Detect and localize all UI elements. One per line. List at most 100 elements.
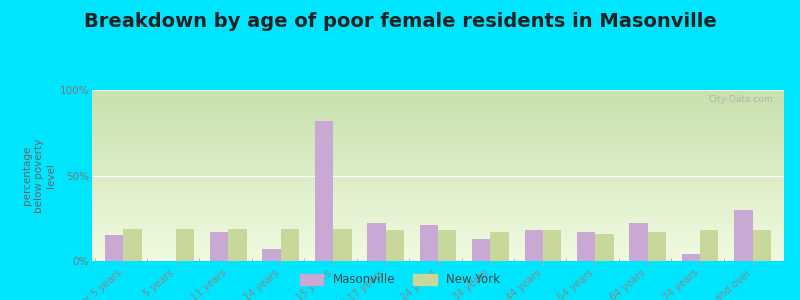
Bar [92,152,784,153]
Bar [92,234,784,235]
Bar [92,166,784,167]
Bar [92,99,784,100]
Bar [92,161,784,162]
Bar [92,156,784,157]
Bar [420,225,438,261]
Bar [92,92,784,93]
Bar [92,102,784,103]
Bar [92,214,784,215]
Bar [92,138,784,139]
Bar [92,137,784,138]
Bar [92,131,784,132]
Bar [92,110,784,111]
Bar [92,169,784,170]
Bar [92,237,784,238]
Bar [92,149,784,150]
Bar [281,229,299,261]
Bar [92,140,784,141]
Bar [92,246,784,247]
Bar [92,257,784,258]
Bar [92,231,784,232]
Bar [92,198,784,199]
Bar [92,256,784,257]
Bar [92,222,784,223]
Bar [92,150,784,151]
Bar [92,180,784,181]
Bar [92,120,784,121]
Bar [92,142,784,143]
Bar [92,93,784,94]
Bar [92,173,784,174]
Bar [92,174,784,175]
Bar [92,209,784,210]
Bar [92,114,784,115]
Bar [92,219,784,220]
Bar [92,133,784,134]
Bar [228,229,246,261]
Bar [438,230,456,261]
Bar [92,247,784,248]
Bar [262,249,281,261]
Bar [92,155,784,156]
Bar [92,118,784,119]
Bar [92,197,784,198]
Bar [92,172,784,173]
Bar [92,125,784,126]
Bar [92,233,784,234]
Bar [595,234,614,261]
Text: City-Data.com: City-Data.com [709,95,774,104]
Bar [92,109,784,110]
Bar [92,168,784,169]
Bar [92,240,784,241]
Bar [92,238,784,239]
Bar [92,212,784,213]
Bar [92,98,784,99]
Bar [92,119,784,120]
Bar [92,226,784,227]
Bar [92,260,784,261]
Bar [92,122,784,123]
Bar [92,259,784,260]
Bar [92,255,784,256]
Bar [92,147,784,148]
Bar [92,107,784,108]
Bar [92,121,784,122]
Bar [92,145,784,146]
Bar [92,192,784,193]
Bar [92,170,784,171]
Bar [92,165,784,166]
Bar [92,141,784,142]
Bar [92,184,784,185]
Bar [734,210,753,261]
Y-axis label: percentage
below poverty
level: percentage below poverty level [22,138,55,213]
Bar [92,113,784,114]
Bar [92,179,784,180]
Bar [92,252,784,253]
Bar [92,245,784,246]
Bar [92,178,784,179]
Bar [92,210,784,211]
Bar [92,157,784,158]
Bar [92,215,784,216]
Bar [92,224,784,225]
Bar [92,126,784,127]
Bar [92,101,784,102]
Bar [92,104,784,105]
Bar [92,253,784,254]
Bar [92,200,784,201]
Bar [92,132,784,133]
Bar [700,230,718,261]
Bar [753,230,771,261]
Bar [92,160,784,161]
Bar [92,94,784,95]
Bar [92,135,784,136]
Bar [92,143,784,144]
Bar [92,249,784,250]
Bar [92,186,784,187]
Bar [92,115,784,116]
Bar [92,193,784,194]
Bar [92,136,784,137]
Bar [92,176,784,177]
Bar [92,191,784,192]
Bar [105,235,123,261]
